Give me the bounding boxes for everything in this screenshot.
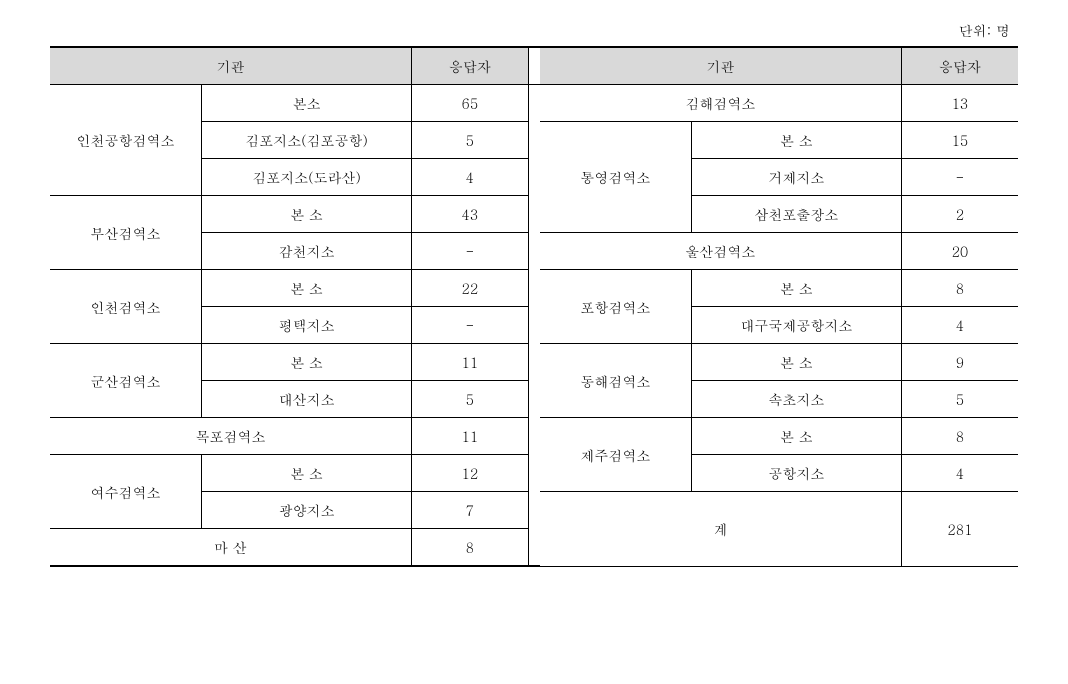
- org-main: 제주검역소: [540, 418, 692, 492]
- org-sub: 거제지소: [691, 159, 901, 196]
- org-main: 인천검역소: [50, 270, 202, 344]
- value-cell: -: [901, 159, 1018, 196]
- org-sub: 대구국제공항지소: [691, 307, 901, 344]
- org-sub: 본 소: [202, 455, 412, 492]
- org-main: 군산검역소: [50, 344, 202, 418]
- header-resp-right: 응답자: [901, 47, 1018, 85]
- org-sub: 속초지소: [691, 381, 901, 418]
- unit-label: 단위: 명: [50, 20, 1018, 40]
- value-cell: 4: [901, 307, 1018, 344]
- header-resp-left: 응답자: [412, 47, 529, 85]
- org-sub: 본 소: [691, 270, 901, 307]
- value-cell: 8: [901, 270, 1018, 307]
- value-cell: 11: [412, 418, 529, 455]
- header-row: 기관 응답자 기관 응답자: [50, 47, 1018, 85]
- org-main: 여수검역소: [50, 455, 202, 529]
- value-cell: 20: [901, 233, 1018, 270]
- org-sub: 김포지소(도라산): [202, 159, 412, 196]
- value-cell: 5: [412, 381, 529, 418]
- value-cell: 22: [412, 270, 529, 307]
- org-sub: 평택지소: [202, 307, 412, 344]
- org-main: 부산검역소: [50, 196, 202, 270]
- org-sub: 대산지소: [202, 381, 412, 418]
- value-cell: 9: [901, 344, 1018, 381]
- org-main: 목포검역소: [50, 418, 412, 455]
- org-sub: 감천지소: [202, 233, 412, 270]
- org-main: 울산검역소: [540, 233, 902, 270]
- org-sub: 본소: [202, 85, 412, 122]
- header-org-left: 기관: [50, 47, 412, 85]
- header-org-right: 기관: [540, 47, 902, 85]
- table-row: 여수검역소 본 소 12 공항지소 4: [50, 455, 1018, 492]
- org-sub: 본 소: [691, 122, 901, 159]
- value-cell: 8: [412, 529, 529, 567]
- org-sub: 광양지소: [202, 492, 412, 529]
- total-label: 계: [540, 492, 902, 567]
- org-sub: 김포지소(김포공항): [202, 122, 412, 159]
- org-sub: 본 소: [202, 344, 412, 381]
- value-cell: 4: [901, 455, 1018, 492]
- table-row: 인천검역소 본 소 22 포항검역소 본 소 8: [50, 270, 1018, 307]
- value-cell: 2: [901, 196, 1018, 233]
- org-main: 김해검역소: [540, 85, 902, 122]
- total-value: 281: [901, 492, 1018, 567]
- value-cell: 4: [412, 159, 529, 196]
- value-cell: 43: [412, 196, 529, 233]
- org-sub: 본 소: [202, 270, 412, 307]
- org-sub: 삼천포출장소: [691, 196, 901, 233]
- table-row: 군산검역소 본 소 11 동해검역소 본 소 9: [50, 344, 1018, 381]
- table-row: 부산검역소 본 소 43 삼천포출장소 2: [50, 196, 1018, 233]
- value-cell: 8: [901, 418, 1018, 455]
- table-row: 인천공항검역소 본소 65 김해검역소 13: [50, 85, 1018, 122]
- value-cell: 65: [412, 85, 529, 122]
- value-cell: -: [412, 307, 529, 344]
- value-cell: 5: [901, 381, 1018, 418]
- org-main: 인천공항검역소: [50, 85, 202, 196]
- org-main: 마 산: [50, 529, 412, 567]
- org-main: 통영검역소: [540, 122, 692, 233]
- value-cell: 7: [412, 492, 529, 529]
- value-cell: -: [412, 233, 529, 270]
- value-cell: 13: [901, 85, 1018, 122]
- value-cell: 12: [412, 455, 529, 492]
- org-main: 동해검역소: [540, 344, 692, 418]
- org-sub: 공항지소: [691, 455, 901, 492]
- value-cell: 11: [412, 344, 529, 381]
- value-cell: 5: [412, 122, 529, 159]
- value-cell: 15: [901, 122, 1018, 159]
- data-table: 기관 응답자 기관 응답자 인천공항검역소 본소 65 김해검역소 13 김포지…: [50, 46, 1018, 567]
- org-sub: 본 소: [691, 344, 901, 381]
- org-main: 포항검역소: [540, 270, 692, 344]
- table-row: 목포검역소 11 제주검역소 본 소 8: [50, 418, 1018, 455]
- org-sub: 본 소: [202, 196, 412, 233]
- org-sub: 본 소: [691, 418, 901, 455]
